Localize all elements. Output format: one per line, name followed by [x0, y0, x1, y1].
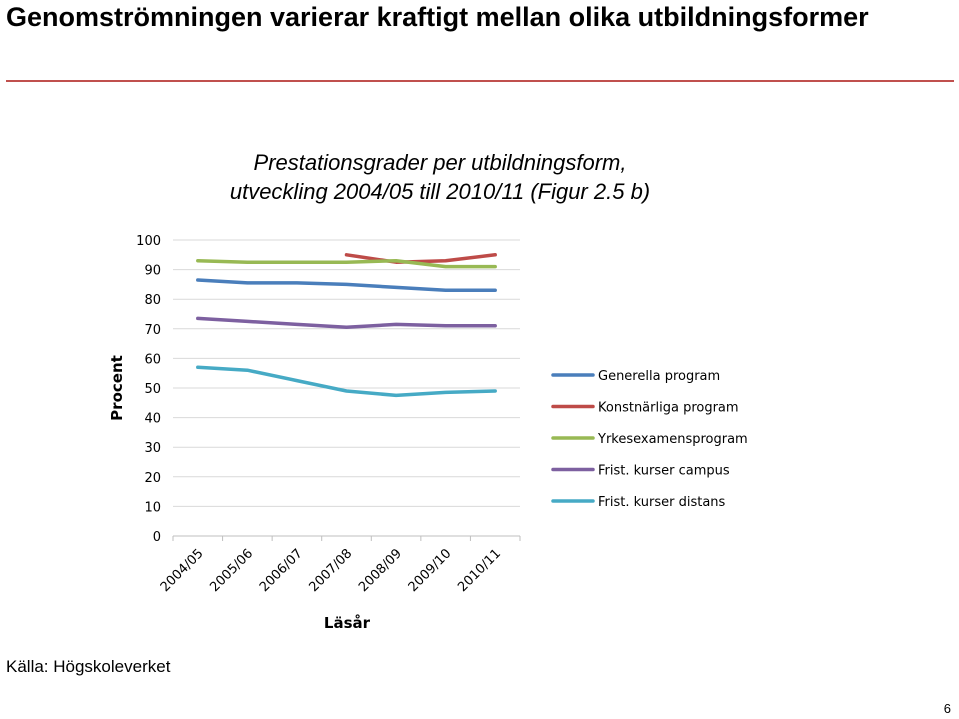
- series-lines: [196, 253, 497, 398]
- x-axis-ticks: 2004/05 2005/06 2006/07 2007/08 2008/09 2009/…: [158, 536, 521, 595]
- x-tick-label: 2005/06: [207, 546, 256, 595]
- x-tick-label: 2006/07: [257, 546, 306, 595]
- series-line-frist-kurser-distans: [196, 365, 497, 398]
- chart-title-line-1: Prestationsgrader per utbildningsform,: [253, 150, 627, 175]
- chart-title: Prestationsgrader per utbildningsform, u…: [150, 148, 730, 206]
- x-tick-label: 2004/05: [158, 546, 207, 595]
- page-number: 6: [943, 701, 951, 716]
- y-tick-label: 30: [144, 441, 161, 456]
- y-tick-label: 60: [144, 352, 161, 367]
- y-tick-label: 70: [144, 323, 161, 338]
- y-axis-ticks: 0 10 20 30 40 50 60 70 80 90 100: [136, 234, 161, 545]
- title-divider: [6, 80, 954, 82]
- x-tick-label: 2010/11: [455, 546, 504, 595]
- legend-label: Yrkesexamensprogram: [597, 432, 748, 447]
- y-tick-label: 40: [144, 412, 161, 427]
- gridlines: [173, 239, 520, 537]
- legend-label: Generella program: [598, 369, 720, 384]
- x-tick-label: 2007/08: [307, 546, 356, 595]
- y-tick-label: 0: [153, 530, 161, 545]
- y-tick-label: 80: [144, 293, 161, 308]
- y-tick-label: 10: [144, 500, 161, 515]
- x-tick-label: 2008/09: [356, 546, 405, 595]
- legend: Generella program Konstnärliga program Yrk…: [551, 369, 748, 510]
- series-line-generella-program: [196, 278, 497, 293]
- x-axis-title: Läsår: [324, 614, 371, 632]
- y-axis-title: Procent: [108, 355, 126, 421]
- chart-title-line-2: utveckling 2004/05 till 2010/11 (Figur 2…: [229, 179, 651, 204]
- y-tick-label: 90: [144, 264, 161, 279]
- slide-title: Genomströmningen varierar kraftigt mella…: [6, 2, 869, 32]
- series-line-yrkesexamensprogram: [196, 258, 497, 269]
- x-tick-label: 2009/10: [406, 546, 455, 595]
- legend-label: Frist. kurser distans: [598, 495, 726, 510]
- series-line-frist-kurser-campus: [196, 316, 497, 330]
- y-tick-label: 50: [144, 382, 161, 397]
- legend-label: Frist. kurser campus: [598, 464, 730, 479]
- source-note: Källa: Högskoleverket: [6, 657, 171, 676]
- series-line-konstn-rliga-program: [344, 253, 497, 264]
- y-tick-label: 100: [136, 234, 161, 249]
- y-tick-label: 20: [144, 471, 161, 486]
- legend-label: Konstnärliga program: [598, 401, 739, 416]
